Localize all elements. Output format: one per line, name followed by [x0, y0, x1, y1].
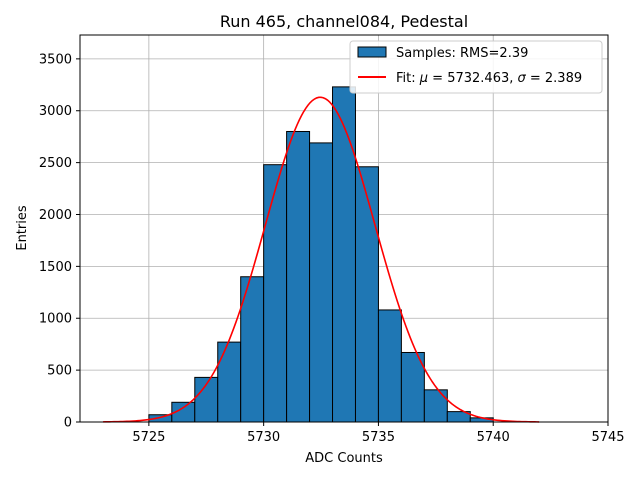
histogram-bars [148, 86, 494, 423]
histogram-bar-9 [354, 166, 379, 423]
legend-histogram-swatch [357, 46, 387, 58]
legend-histogram-label: Samples: RMS=2.39 [396, 46, 528, 61]
histogram-bar-3 [217, 341, 242, 423]
y-tick-label-6: 3000 [39, 104, 72, 119]
x-axis-label: ADC Counts [305, 451, 383, 466]
x-tick-label-1: 5730 [247, 430, 280, 445]
legend-fit-label: Fit: μ = 5732.463, σ = 2.389 [396, 71, 582, 86]
y-axis-ticks: 0 500 1000 1500 2000 2500 3000 3500 [39, 52, 80, 431]
fit-label-prefix: Fit: [396, 71, 420, 86]
histogram-bar-10 [377, 309, 402, 423]
y-tick-label-3: 1500 [39, 260, 72, 275]
legend: Samples: RMS=2.39 Fit: μ = 5732.463, σ =… [349, 40, 603, 94]
legend-box [349, 40, 603, 94]
histogram-bar-8 [332, 86, 356, 423]
fit-mu-value: = 5732.463, [428, 71, 517, 86]
histogram-bar-6 [286, 130, 311, 423]
histogram-bar-12 [423, 389, 448, 423]
chart-title: Run 465, channel084, Pedestal [220, 12, 468, 31]
histogram-bar-5 [263, 164, 288, 423]
y-tick-label-4: 2000 [39, 208, 72, 223]
y-tick-label-1: 500 [47, 364, 72, 379]
histogram-bar-7 [309, 142, 334, 423]
x-tick-label-0: 5725 [132, 430, 165, 445]
x-tick-label-3: 5740 [477, 430, 510, 445]
x-tick-label-2: 5735 [362, 430, 395, 445]
y-tick-label-0: 0 [64, 416, 72, 431]
fit-mu-symbol: μ [419, 71, 428, 86]
plot-frame [79, 34, 609, 423]
y-tick-label-5: 2500 [39, 156, 72, 171]
fit-sigma-symbol: σ [518, 71, 527, 86]
y-tick-label-2: 1000 [39, 312, 72, 327]
x-tick-label-4: 5745 [591, 430, 624, 445]
y-axis-label: Entries [15, 205, 30, 251]
fit-curve [102, 96, 540, 423]
y-tick-label-7: 3500 [39, 52, 72, 67]
x-axis-ticks: 5725 5730 5735 5740 5745 [132, 422, 625, 445]
fit-sigma-value: = 2.389 [526, 71, 582, 86]
